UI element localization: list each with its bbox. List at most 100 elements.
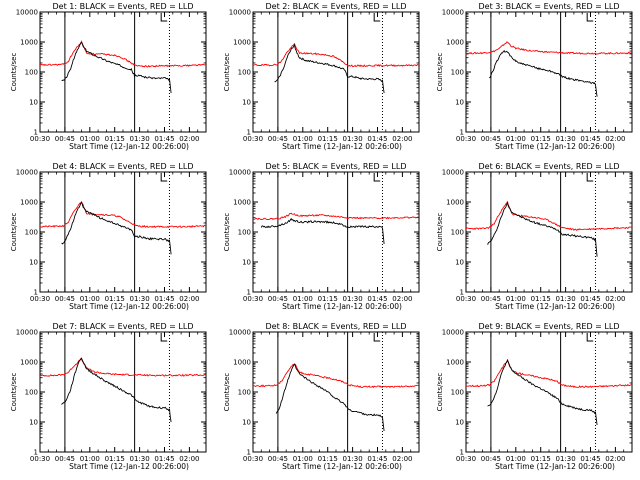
series-group [253,212,419,244]
series-group [253,363,419,432]
x-axis-label: Start Time (12-Jan-12 00:26:00) [282,142,402,151]
events-series-line [275,363,385,432]
y-tick-label: 10000 [442,9,464,17]
x-tick-label: 01:00 [80,135,100,143]
x-tick-label: 01:15 [105,135,125,143]
interval-bracket-marker [160,333,168,342]
x-tick-label: 01:45 [154,135,174,143]
series-group [466,200,632,257]
y-tick-label: 1000 [446,359,464,367]
y-tick-label: 10 [455,419,464,427]
interval-bracket-marker [160,173,168,182]
y-tick-label: 10 [242,99,251,107]
x-tick-label: 02:00 [605,135,625,143]
events-series-line [61,357,172,423]
lld-series-line [253,42,419,68]
series-group [40,357,206,423]
y-tick-label: 100 [25,389,38,397]
y-axis-label: Counts/sec [436,53,444,92]
x-tick-label: 00:30 [30,135,50,143]
y-tick-label: 100 [451,389,464,397]
x-tick-label: 00:45 [481,455,501,463]
x-tick-label: 01:30 [343,135,363,143]
x-tick-label: 02:00 [179,135,199,143]
x-tick-label: 00:30 [456,135,476,143]
interval-bracket-marker [373,13,381,22]
x-axis-label: Start Time (12-Jan-12 00:26:00) [69,462,189,471]
x-tick-label: 01:00 [293,295,313,303]
x-tick-label: 01:30 [130,455,150,463]
x-tick-label: 00:30 [243,455,263,463]
panel-title: Det 3: BLACK = Events, RED = LLD [479,2,620,11]
y-axis-label: Counts/sec [10,213,18,252]
x-tick-label: 01:45 [154,295,174,303]
y-tick-label: 1 [460,289,464,297]
interval-bracket-marker [586,333,594,342]
x-tick-label: 00:45 [481,135,501,143]
x-axis-label: Start Time (12-Jan-12 00:26:00) [282,302,402,311]
y-tick-label: 10 [29,259,38,267]
y-tick-label: 10 [29,419,38,427]
lld-series-line [466,358,632,389]
panel-det-8: Det 8: BLACK = Events, RED = LLD 1 10 100 10… [223,322,420,471]
panel-title: Det 2: BLACK = Events, RED = LLD [266,2,407,11]
events-series-line [61,41,172,94]
lld-series-line [40,358,206,377]
panel-det-7: Det 7: BLACK = Events, RED = LLD 1 10 100 10… [10,322,207,471]
panel-det-2: Det 2: BLACK = Events, RED = LLD 1 10 100 10… [223,2,420,151]
y-axis-label: Counts/sec [223,213,231,252]
panels-layer: Det 1: BLACK = Events, RED = LLD11010010… [10,2,633,471]
panel-det-4: Det 4: BLACK = Events, RED = LLD 1 10 100 10… [10,162,207,311]
panel-title: Det 4: BLACK = Events, RED = LLD [53,162,194,171]
x-axis-label: Start Time (12-Jan-12 00:26:00) [69,142,189,151]
y-tick-label: 10000 [229,329,251,337]
events-series-line [274,43,385,94]
series-group [466,41,632,97]
y-tick-label: 100 [25,229,38,237]
series-group [253,42,419,94]
x-tick-label: 01:15 [531,455,551,463]
lld-series-line [253,212,419,221]
y-tick-label: 1 [460,449,464,457]
x-tick-label: 00:45 [55,455,75,463]
panel-det-6: Det 6: BLACK = Events, RED = LLD 1 10 100 10… [436,162,633,311]
lld-series-line [40,200,206,229]
y-tick-label: 100 [451,229,464,237]
events-series-line [61,201,172,255]
x-tick-label: 01:45 [580,135,600,143]
x-tick-label: 00:30 [243,135,263,143]
panel-title: Det 9: BLACK = Events, RED = LLD [479,322,620,331]
x-tick-label: 01:45 [580,455,600,463]
x-tick-label: 02:00 [392,455,412,463]
interval-bracket-marker [586,13,594,22]
x-tick-label: 01:15 [105,455,125,463]
x-tick-label: 01:00 [293,135,313,143]
x-tick-label: 01:30 [343,295,363,303]
x-tick-label: 01:45 [154,455,174,463]
y-tick-label: 10000 [442,169,464,177]
y-tick-label: 100 [238,389,251,397]
x-tick-label: 00:45 [268,295,288,303]
y-tick-label: 100 [451,69,464,77]
interval-bracket-marker [160,13,168,22]
x-tick-label: 01:45 [580,295,600,303]
y-tick-label: 10000 [16,9,38,17]
panel-title: Det 1: BLACK = Events, RED = LLD [53,2,194,11]
events-series-line [260,217,385,244]
panel-title: Det 6: BLACK = Events, RED = LLD [479,162,620,171]
x-tick-label: 02:00 [179,295,199,303]
x-tick-label: 01:45 [367,455,387,463]
panel-title: Det 5: BLACK = Events, RED = LLD [266,162,407,171]
x-tick-label: 00:30 [456,295,476,303]
x-tick-label: 01:30 [556,295,576,303]
x-tick-label: 00:45 [481,295,501,303]
series-group [466,358,632,425]
series-group [40,40,206,94]
panel-title: Det 7: BLACK = Events, RED = LLD [53,322,194,331]
y-axis-label: Counts/sec [10,373,18,412]
y-axis-label: Counts/sec [10,53,18,92]
x-tick-label: 00:45 [268,135,288,143]
x-tick-label: 01:45 [367,295,387,303]
panel-det-5: Det 5: BLACK = Events, RED = LLD 1 10 100 10… [223,162,420,311]
